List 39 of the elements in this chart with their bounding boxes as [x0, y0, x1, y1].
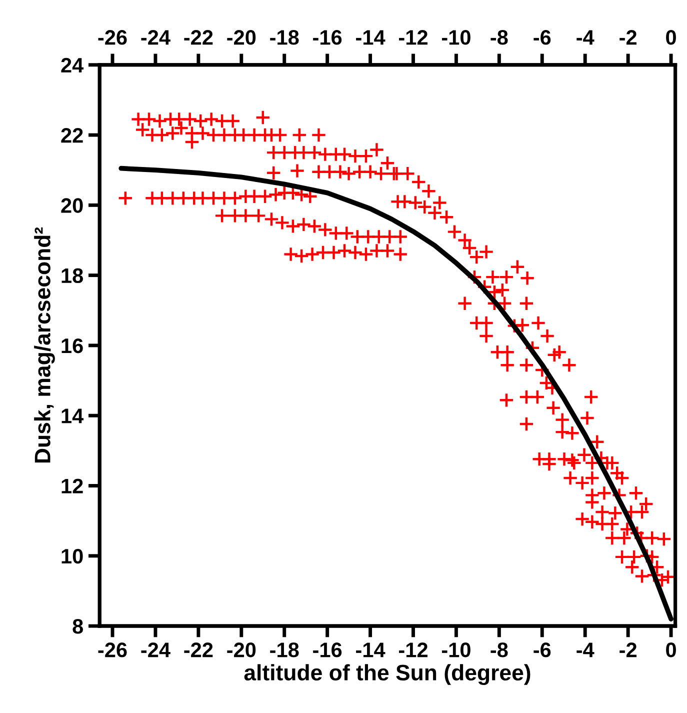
x2-tick-label: -22 [184, 30, 213, 45]
x-tick-label: -10 [442, 642, 470, 658]
x-tick-label: 0 [666, 642, 676, 658]
y-tick-label: 14 [62, 408, 84, 424]
y-tick-label: 18 [62, 268, 84, 284]
x-tick-label: -18 [270, 642, 299, 658]
x-tick-label: -24 [141, 642, 170, 658]
x-tick-label: -22 [184, 642, 213, 658]
x-tick-label: -14 [356, 642, 386, 658]
x2-tick-label: -26 [98, 30, 127, 45]
y-tick-label: 24 [61, 58, 84, 72]
x-axis-title: altitude of the Sun (degree) [244, 664, 530, 685]
x2-tick-label: 0 [666, 30, 676, 45]
x2-tick-label: -2 [620, 30, 636, 45]
x2-tick-label: -16 [313, 30, 342, 45]
x-tick-label: -16 [313, 642, 342, 658]
x2-tick-label: -14 [356, 30, 386, 45]
x2-tick-label: -18 [270, 30, 299, 45]
x2-tick-label: -10 [442, 30, 470, 45]
y-tick-label: 16 [62, 338, 83, 354]
x2-tick-label: -4 [576, 30, 594, 45]
y-tick-label: 10 [62, 548, 83, 564]
x-tick-label: -4 [576, 642, 594, 658]
x-tick-label: -20 [227, 642, 256, 658]
y-tick-label: 8 [72, 619, 84, 634]
x2-tick-label: -20 [227, 30, 256, 45]
x-tick-label: -2 [620, 642, 636, 658]
x-tick-label: -6 [534, 642, 551, 658]
x-tick-label: -8 [490, 642, 508, 658]
x2-tick-label: -6 [534, 30, 551, 45]
x-tick-label: -26 [98, 642, 127, 658]
x-tick-label: -12 [399, 642, 428, 658]
y-tick-label: 20 [61, 198, 83, 213]
x2-tick-label: -12 [399, 30, 428, 45]
y-axis-title: Dusk, mag/arcsecond² [34, 227, 55, 463]
y-tick-label: 12 [62, 478, 83, 494]
x2-tick-label: -8 [490, 30, 508, 45]
x2-tick-label: -24 [141, 30, 170, 45]
y-tick-label: 22 [61, 128, 83, 143]
